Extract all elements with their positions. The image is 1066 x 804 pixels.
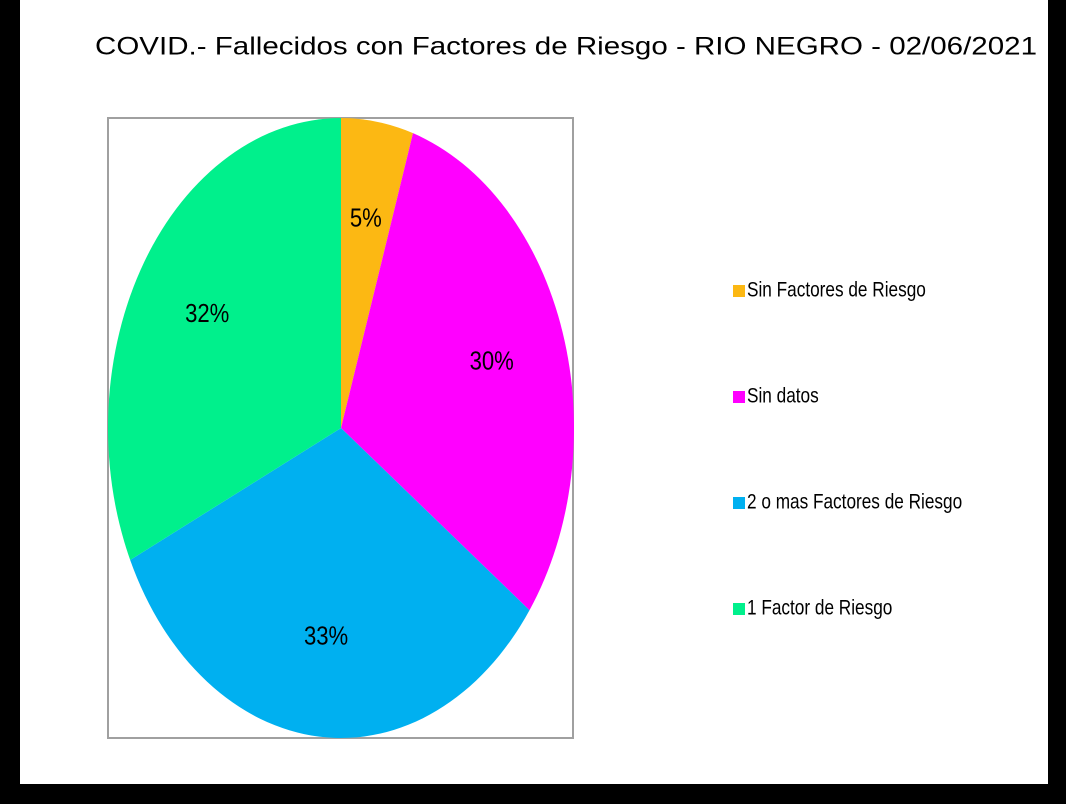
chart-title: COVID.- Fallecidos con Factores de Riesg… <box>95 33 1037 61</box>
pie-slice <box>341 133 574 611</box>
legend-swatch <box>733 391 745 403</box>
data-label: 30% <box>470 347 514 376</box>
data-label: 32% <box>185 299 229 328</box>
pie-slice <box>130 428 530 738</box>
legend-swatch <box>733 497 745 509</box>
legend-label: Sin Factores de Riesgo <box>747 279 926 302</box>
legend-label: 2 o mas Factores de Riesgo <box>747 491 962 514</box>
pie-slice <box>341 118 414 428</box>
data-label: 33% <box>304 622 348 651</box>
pie-slice <box>107 117 341 560</box>
legend-swatch <box>733 603 745 615</box>
legend-swatch <box>733 285 745 297</box>
legend-label: Sin datos <box>747 385 819 408</box>
legend-label: 1 Factor de Riesgo <box>747 597 892 620</box>
data-label: 5% <box>350 204 382 233</box>
